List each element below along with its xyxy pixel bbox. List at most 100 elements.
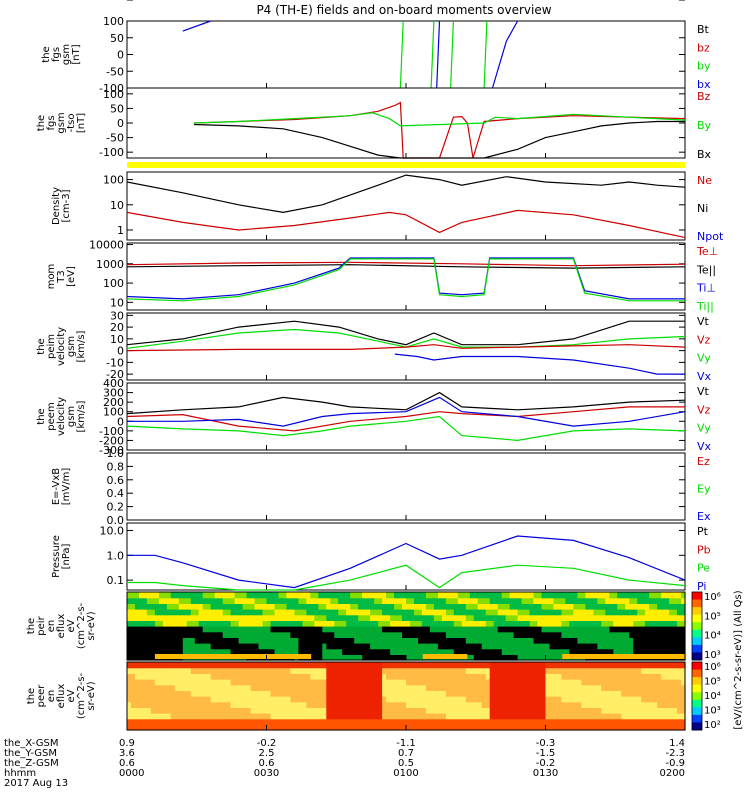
heatmap-cell xyxy=(505,648,511,655)
heatmap-cell xyxy=(158,679,164,686)
heatmap-cell xyxy=(533,707,539,714)
heatmap-cell xyxy=(406,637,411,644)
heatmap-cell xyxy=(637,648,642,655)
y-axis-label: the peir en eflux eV (cm^2-s-sr-eV) xyxy=(26,602,97,649)
heatmap-cell xyxy=(481,679,487,686)
heatmap-cell xyxy=(541,718,547,725)
heatmap-cell xyxy=(533,713,539,720)
heatmap-cell xyxy=(362,662,367,669)
heatmap-cell xyxy=(461,707,467,714)
heatmap-cell xyxy=(497,626,503,633)
heatmap-cell xyxy=(657,637,662,644)
heatmap-cell xyxy=(418,713,423,720)
heatmap-cell xyxy=(250,609,256,616)
heatmap-cell xyxy=(505,718,511,725)
heatmap-cell xyxy=(553,667,559,674)
heatmap-cell xyxy=(378,679,383,686)
heatmap-cell xyxy=(182,696,188,703)
heatmap-cell xyxy=(182,603,188,610)
heatmap-cell xyxy=(286,603,291,610)
heatmap-cell xyxy=(673,684,678,691)
heatmap-cell xyxy=(394,690,399,697)
heatmap-cell xyxy=(541,620,547,627)
legend-ez: Ez xyxy=(697,455,710,468)
heatmap-cell xyxy=(362,724,367,731)
heatmap-cell xyxy=(569,707,574,714)
heatmap-cell xyxy=(334,684,339,691)
heatmap-cell xyxy=(178,724,184,731)
heatmap-cell xyxy=(425,690,431,697)
heatmap-cell xyxy=(581,673,586,680)
heatmap-cell xyxy=(318,679,323,686)
heatmap-cell xyxy=(278,707,284,714)
heatmap-cell xyxy=(262,643,268,650)
heatmap-cell xyxy=(190,648,196,655)
heatmap-cell xyxy=(418,620,423,627)
heatmap-cell xyxy=(298,631,303,638)
heatmap-cell xyxy=(425,673,431,680)
heatmap-cell xyxy=(282,684,287,691)
heatmap-cell xyxy=(334,718,339,725)
heatmap-cell xyxy=(653,724,658,731)
panel-9: 10⁶10⁵10⁴10³10000100010010thepeireneflux… xyxy=(26,0,721,661)
heatmap-cell xyxy=(469,609,475,616)
heatmap-cell xyxy=(525,654,531,661)
heatmap-cell xyxy=(254,609,260,616)
heatmap-cell xyxy=(127,667,132,674)
heatmap-cell xyxy=(302,667,307,674)
heatmap-cell xyxy=(250,696,256,703)
heatmap-cell xyxy=(481,713,487,720)
heatmap-cell xyxy=(302,626,307,633)
heatmap-cell xyxy=(266,679,272,686)
heatmap-cell xyxy=(170,696,176,703)
heatmap-cell xyxy=(338,724,343,731)
heatmap-cell xyxy=(226,690,232,697)
heatmap-cell xyxy=(589,626,594,633)
heatmap-cell xyxy=(509,643,515,650)
heatmap-cell xyxy=(521,724,527,731)
heatmap-cell xyxy=(218,701,224,708)
heatmap-cell xyxy=(669,620,674,627)
heatmap-cell xyxy=(158,690,164,697)
heatmap-cell xyxy=(170,684,176,691)
heatmap-cell xyxy=(669,662,674,669)
heatmap-cell xyxy=(525,696,531,703)
heatmap-cell xyxy=(218,609,224,616)
heatmap-cell xyxy=(521,707,527,714)
heatmap-cell xyxy=(170,592,176,599)
heatmap-cell xyxy=(601,609,606,616)
heatmap-cell xyxy=(469,718,475,725)
heatmap-cell xyxy=(581,724,586,731)
heatmap-cell xyxy=(362,597,367,604)
heatmap-cell xyxy=(597,662,602,669)
heatmap-cell xyxy=(278,631,284,638)
heatmap-cell xyxy=(573,724,578,731)
heatmap-cell xyxy=(553,707,559,714)
heatmap-cell xyxy=(457,648,463,655)
heatmap-cell xyxy=(402,631,407,638)
heatmap-cell xyxy=(629,667,634,674)
heatmap-cell xyxy=(206,724,212,731)
heatmap-cell xyxy=(669,673,674,680)
heatmap-cell xyxy=(298,690,303,697)
heatmap-cell xyxy=(386,620,391,627)
heatmap-cell xyxy=(501,654,507,661)
heatmap-cell xyxy=(410,679,415,686)
heatmap-cell xyxy=(202,718,208,725)
heatmap-cell xyxy=(238,679,244,686)
heatmap-cell xyxy=(158,631,164,638)
heatmap-cell xyxy=(334,673,339,680)
heatmap-cell xyxy=(581,637,586,644)
heatmap-cell xyxy=(421,684,427,691)
heatmap-cell xyxy=(146,707,152,714)
series-ti xyxy=(126,257,685,300)
heatmap-cell xyxy=(421,673,427,680)
heatmap-cell xyxy=(505,631,511,638)
heatmap-cell xyxy=(601,637,606,644)
heatmap-cell xyxy=(681,592,686,599)
heatmap-cell xyxy=(210,667,216,674)
heatmap-cell xyxy=(657,643,662,650)
heatmap-cell xyxy=(649,631,654,638)
